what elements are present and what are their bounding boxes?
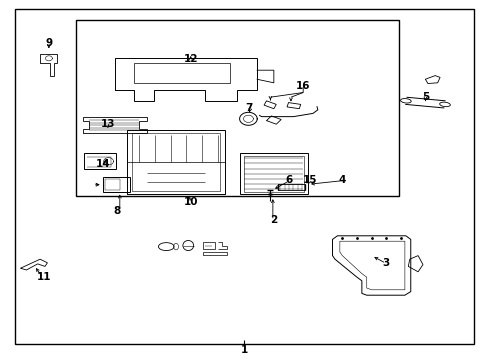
Text: 6: 6 <box>285 175 291 185</box>
Text: 12: 12 <box>183 54 198 64</box>
Text: 1: 1 <box>241 345 247 355</box>
Text: 11: 11 <box>37 272 51 282</box>
Text: 4: 4 <box>338 175 346 185</box>
Text: 3: 3 <box>382 258 389 268</box>
Text: 2: 2 <box>270 215 277 225</box>
Bar <box>102 177 129 192</box>
Bar <box>105 179 120 190</box>
Text: 7: 7 <box>245 103 253 113</box>
Text: 15: 15 <box>303 175 317 185</box>
Text: 13: 13 <box>100 119 115 129</box>
Text: 5: 5 <box>421 92 428 102</box>
Text: 16: 16 <box>295 81 310 91</box>
Text: 14: 14 <box>95 159 110 169</box>
Bar <box>84 153 116 169</box>
Text: 8: 8 <box>114 206 121 216</box>
Bar <box>134 63 229 83</box>
Bar <box>76 20 398 196</box>
Text: 9: 9 <box>45 38 52 48</box>
Text: 10: 10 <box>183 197 198 207</box>
Bar <box>243 156 304 192</box>
Bar <box>239 153 307 194</box>
